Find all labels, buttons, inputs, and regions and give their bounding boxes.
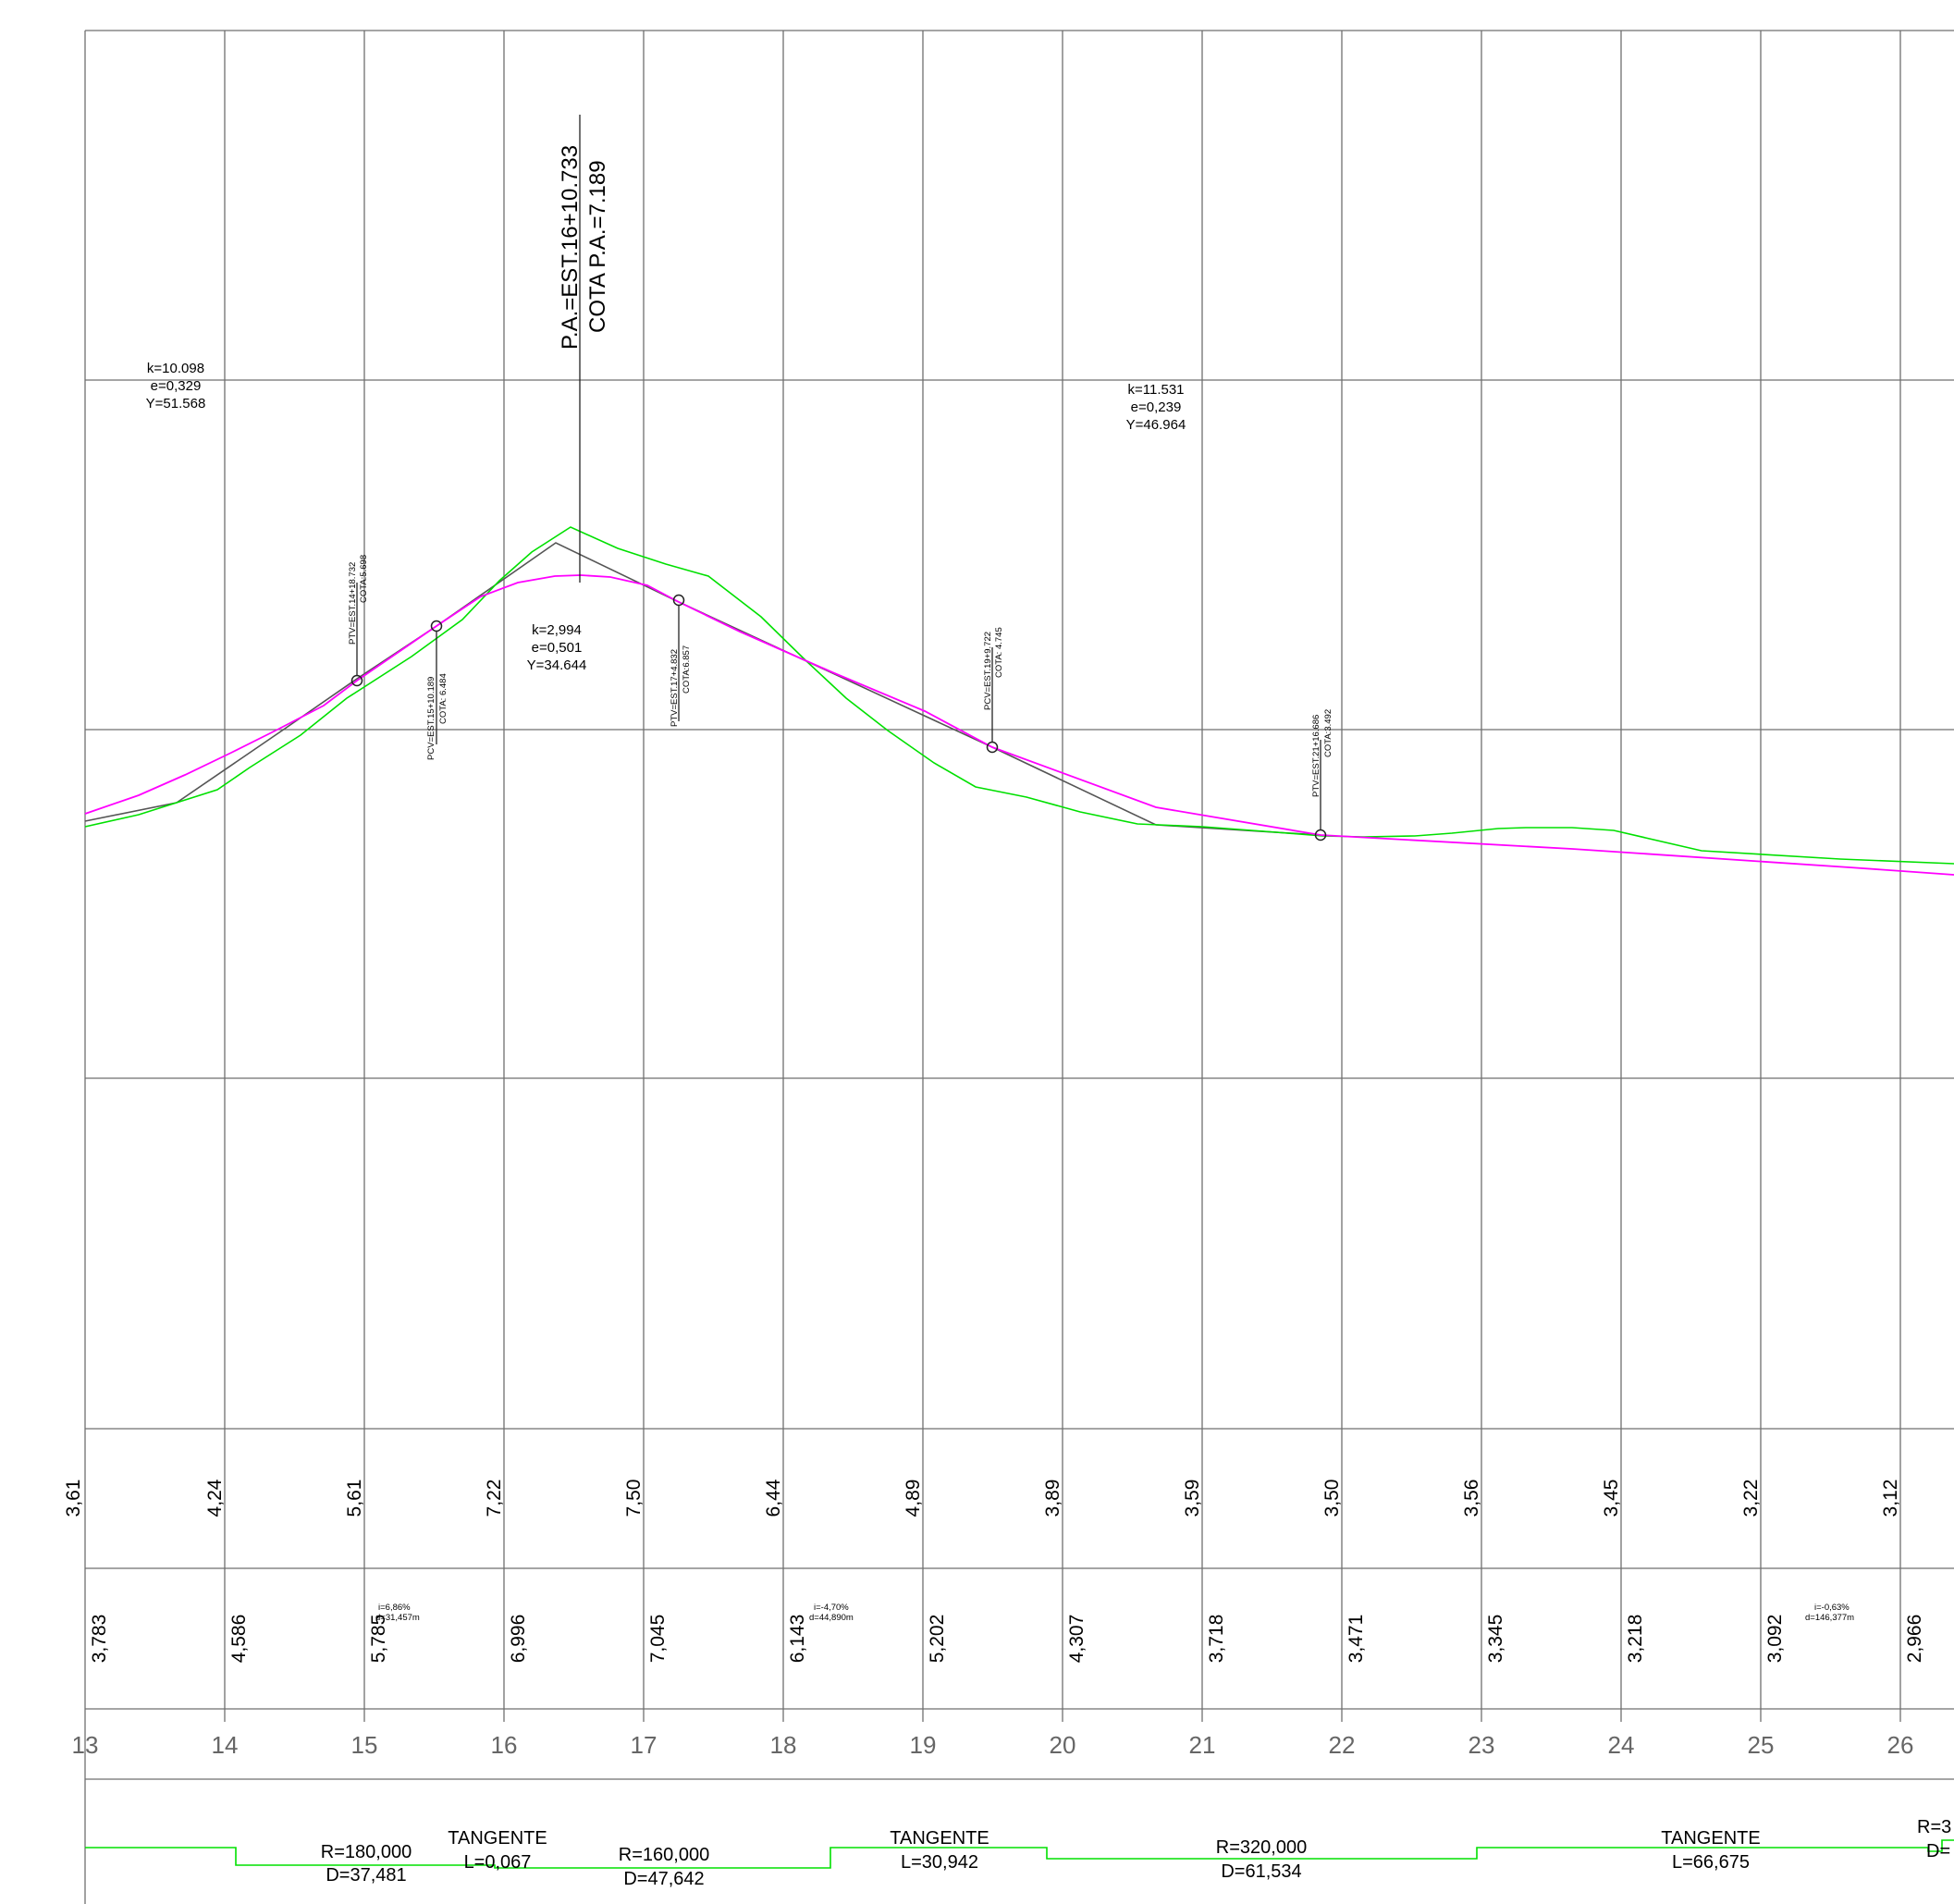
curve-length: D=47,642 bbox=[623, 1869, 704, 1889]
curve-radius: R=160,000 bbox=[619, 1845, 709, 1865]
curve-point-elevation: COTA:6.857 bbox=[682, 645, 692, 694]
curve-point-elevation: COTA: 4.745 bbox=[994, 627, 1004, 678]
station-label: 17 bbox=[631, 1731, 657, 1759]
tangent-length: L=66,675 bbox=[1672, 1852, 1750, 1873]
curve-e-value: e=0,329 bbox=[151, 378, 202, 394]
curve-parameters: k=10.098 e=0,329 Y=51.568 k=2,994 e=0,50… bbox=[146, 361, 1186, 673]
grade-elevation-value: 3,218 bbox=[1625, 1615, 1646, 1664]
terrain-elevation-value: 7,22 bbox=[484, 1480, 505, 1517]
curve-point-station: PTV=EST.14+18.732 bbox=[348, 562, 358, 645]
curve-point-elevation: COTA:5.698 bbox=[359, 555, 369, 603]
profile-grid bbox=[85, 31, 1954, 1904]
curve-point-station: PTV=EST.17+4.832 bbox=[670, 649, 680, 727]
terrain-elevation-value: 4,24 bbox=[204, 1479, 226, 1517]
curve-point-elevation: COTA:3.492 bbox=[1323, 709, 1333, 757]
station-label: 26 bbox=[1887, 1731, 1914, 1759]
curve-e-value: e=0,239 bbox=[1131, 399, 1182, 415]
station-label: 21 bbox=[1189, 1731, 1216, 1759]
station-label: 15 bbox=[351, 1731, 378, 1759]
station-axis: 13 14 15 16 17 18 19 20 21 22 23 24 25 26 bbox=[72, 1731, 1914, 1759]
station-grid-lines bbox=[225, 31, 1900, 1722]
grade-elevation-value: 3,471 bbox=[1346, 1615, 1367, 1664]
station-label: 19 bbox=[910, 1731, 937, 1759]
station-label: 24 bbox=[1608, 1731, 1635, 1759]
curve-length: D=37,481 bbox=[326, 1865, 406, 1886]
slope-percent: i=-0,63% bbox=[1814, 1603, 1850, 1613]
terrain-elevation-value: 3,56 bbox=[1461, 1480, 1482, 1517]
slope-distance: d=146,377m bbox=[1805, 1613, 1854, 1623]
curve-point-station: PCV=EST.15+10.189 bbox=[426, 677, 436, 760]
station-label: 20 bbox=[1050, 1731, 1076, 1759]
grade-elevation-value: 2,966 bbox=[1904, 1615, 1925, 1664]
curve-point-elevation: COTA: 6.484 bbox=[438, 673, 449, 724]
curve-k-value: k=11.531 bbox=[1127, 382, 1184, 398]
tangent-polygon-line bbox=[85, 543, 1321, 835]
curve-k-value: k=2,994 bbox=[532, 622, 582, 638]
terrain-elevation-row: 3,61 4,24 5,61 7,22 7,50 6,44 4,89 3,89 3,59 3,50… bbox=[63, 1479, 1901, 1517]
station-label: 14 bbox=[212, 1731, 239, 1759]
slope-distance: d=31,457m bbox=[375, 1613, 420, 1623]
curve-point-station: PCV=EST.19+9.722 bbox=[983, 632, 993, 710]
vertex-elevation-label: COTA P.A.=7.189 bbox=[585, 160, 610, 333]
grade-elevation-value: 4,586 bbox=[228, 1615, 250, 1664]
curve-e-value: e=0,501 bbox=[532, 640, 583, 656]
terrain-elevation-value: 3,22 bbox=[1740, 1480, 1762, 1517]
station-label: 25 bbox=[1748, 1731, 1775, 1759]
grade-elevation-value: 4,307 bbox=[1066, 1615, 1088, 1664]
tangent-length: L=30,942 bbox=[901, 1852, 978, 1873]
terrain-elevation-value: 3,61 bbox=[63, 1480, 84, 1517]
leader-lines bbox=[357, 115, 1321, 829]
station-label: 13 bbox=[72, 1731, 99, 1759]
terrain-elevation-value: 3,50 bbox=[1321, 1480, 1343, 1517]
slope-percent: i=-4,70% bbox=[814, 1603, 849, 1613]
terrain-elevation-value: 3,45 bbox=[1601, 1480, 1622, 1517]
grade-elevation-value: 7,045 bbox=[647, 1615, 669, 1664]
curve-y-value: Y=46.964 bbox=[1126, 417, 1186, 433]
terrain-elevation-value: 3,89 bbox=[1042, 1480, 1063, 1517]
grade-elevation-value: 6,996 bbox=[508, 1615, 529, 1664]
terrain-elevation-value: 7,50 bbox=[623, 1480, 645, 1517]
grade-elevation-value: 3,345 bbox=[1485, 1615, 1506, 1664]
curve-k-value: k=10.098 bbox=[147, 361, 204, 376]
terrain-elevation-value: 3,12 bbox=[1880, 1480, 1901, 1517]
curve-length: D= bbox=[1926, 1841, 1950, 1861]
station-label: 23 bbox=[1469, 1731, 1495, 1759]
curve-radius: R=180,000 bbox=[321, 1842, 412, 1862]
curve-y-value: Y=51.568 bbox=[146, 396, 206, 412]
terrain-elevation-value: 5,61 bbox=[344, 1480, 365, 1517]
curve-radius: R=320,000 bbox=[1216, 1837, 1307, 1858]
curve-y-value: Y=34.644 bbox=[527, 657, 587, 673]
curve-point-station: PTV=EST.21+16.686 bbox=[1311, 715, 1321, 797]
station-label: 18 bbox=[770, 1731, 797, 1759]
curve-radius: R=3 bbox=[1917, 1817, 1951, 1837]
curve-length: D=61,534 bbox=[1221, 1861, 1301, 1882]
station-label: 22 bbox=[1329, 1731, 1356, 1759]
alignment-labels: R=180,000 D=37,481 TANGENTE L=0,067 R=16… bbox=[321, 1817, 1951, 1889]
grade-elevation-value: 5,202 bbox=[927, 1615, 948, 1664]
grade-elevation-value: 3,783 bbox=[89, 1615, 110, 1664]
station-label: 16 bbox=[491, 1731, 518, 1759]
grade-elevation-value: 3,718 bbox=[1206, 1615, 1227, 1664]
vertex-station-label: P.A.=EST.16+10.733 bbox=[558, 145, 583, 350]
tangent-label: TANGENTE bbox=[890, 1828, 989, 1849]
terrain-elevation-value: 6,44 bbox=[763, 1479, 784, 1517]
curve-point-markers bbox=[352, 596, 1326, 841]
tangent-length: L=0,067 bbox=[464, 1852, 532, 1873]
slope-distance: d=44,890m bbox=[809, 1613, 854, 1623]
terrain-elevation-value: 4,89 bbox=[903, 1480, 924, 1517]
terrain-elevation-value: 3,59 bbox=[1182, 1480, 1203, 1517]
tangent-label: TANGENTE bbox=[448, 1828, 547, 1849]
tangent-label: TANGENTE bbox=[1661, 1828, 1760, 1849]
grade-elevation-value: 3,092 bbox=[1764, 1615, 1786, 1664]
grade-line bbox=[85, 575, 1954, 875]
slope-percent: i=6,86% bbox=[378, 1603, 411, 1613]
grade-elevation-value: 6,143 bbox=[787, 1615, 808, 1664]
